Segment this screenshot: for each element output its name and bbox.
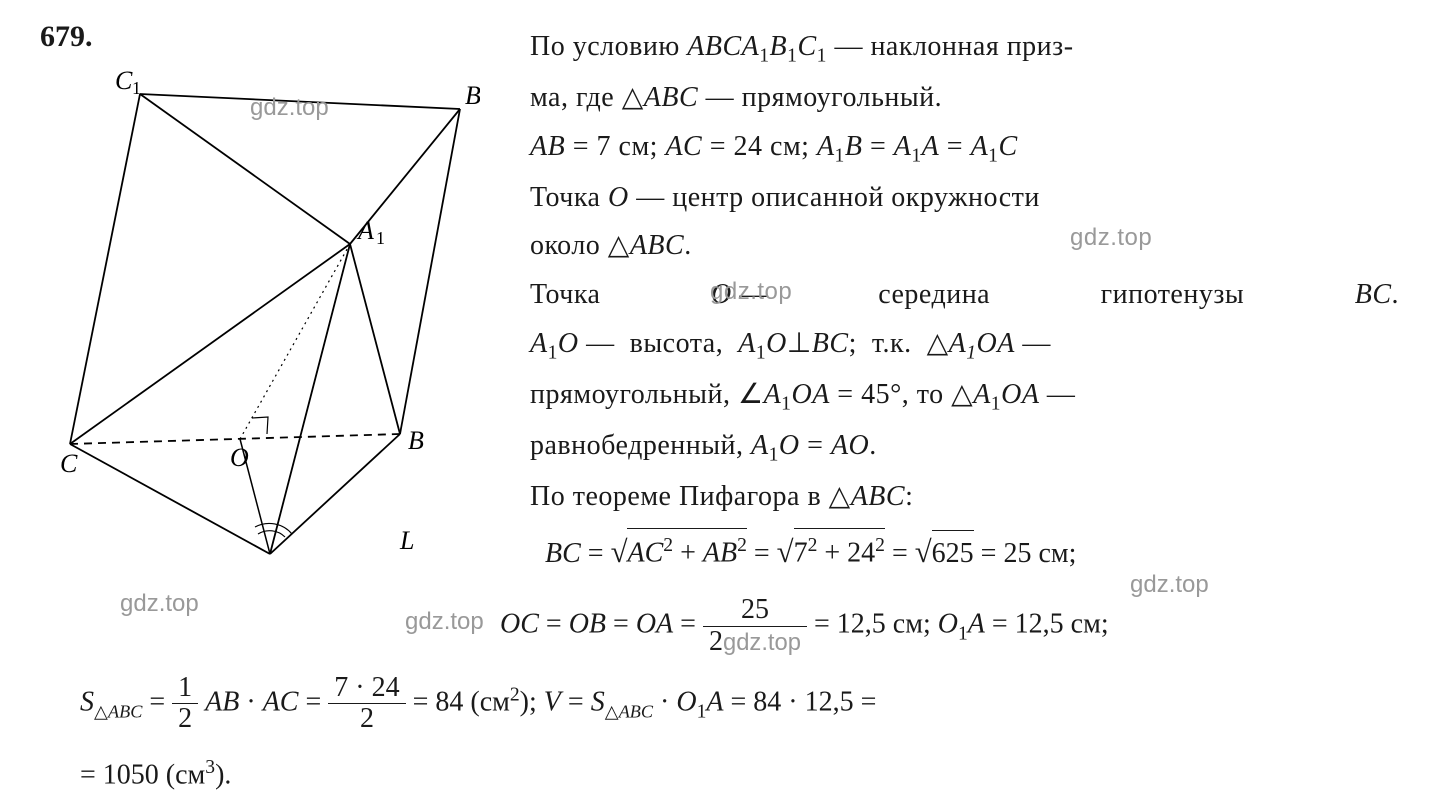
word: BC. (1355, 273, 1399, 318)
prism-diagram: C 1 B 1 A 1 C B O A L gdz.top (60, 64, 480, 554)
problem-number: 679. (40, 20, 500, 54)
svg-text:C: C (115, 66, 133, 95)
fraction-den: 2 (172, 704, 198, 735)
word: Точка (530, 273, 600, 318)
formula-line: S△ABC = 12 AB · AC = 7 · 242 = 84 (см2);… (40, 673, 1399, 736)
formula-line: gdz.top OC = OB = OA = 252gdz.top = 12,5… (40, 595, 1399, 658)
geometry-figure: C 1 B 1 A 1 C B O A L (60, 64, 480, 564)
text-line: Точка O — середина гипотенузы BC. gdz.to… (530, 273, 1399, 318)
word: гипотенузы (1101, 273, 1245, 318)
text-line: AB = 7 см; AC = 24 см; A1B = A1A = A1C (530, 125, 1399, 172)
watermark: gdz.top (1070, 219, 1152, 257)
svg-text:1: 1 (132, 78, 141, 98)
text-line: ма, где △ABC — прямоугольный. (530, 76, 1399, 121)
fraction-num: 25 (703, 595, 807, 627)
text-line: около △ABC. gdz.top (530, 224, 1399, 269)
svg-text:C: C (60, 449, 78, 478)
formula-line: = 1050 (см3). (40, 750, 1399, 801)
text-line: По теореме Пифагора в △ABC: (530, 475, 1399, 520)
svg-text:A: A (260, 559, 278, 564)
formula-line: BC = AC2 + AB2 = 72 + 242 = 625 = 25 см;… (530, 528, 1399, 577)
svg-text:O: O (230, 443, 249, 472)
text-line: прямоугольный, ∠A1OA = 45°, то △A1OA — (530, 373, 1399, 420)
fraction-den: 2gdz.top (703, 627, 807, 658)
left-column: 679. (40, 20, 500, 585)
fraction-num: 7 · 24 (328, 673, 405, 705)
fraction-num: 1 (172, 673, 198, 705)
svg-text:1: 1 (376, 228, 385, 248)
text-line: A1O — высота, A1O⊥BC; т.к. △A1OA — (530, 322, 1399, 369)
text-line: Точка O — центр описанной окружности (530, 176, 1399, 221)
main-container: 679. (40, 20, 1399, 585)
text-line: равнобедренный, A1O = AO. (530, 424, 1399, 471)
fraction-den: 2 (328, 704, 405, 735)
watermark: gdz.top (405, 600, 484, 643)
text-line: По условию ABCA1B1C1 — наклонная приз- (530, 25, 1399, 72)
svg-text:B: B (408, 426, 424, 455)
solution-text: По условию ABCA1B1C1 — наклонная приз- м… (530, 20, 1399, 585)
word: середина (878, 273, 990, 318)
svg-text:B: B (465, 81, 480, 110)
word: O — (711, 273, 768, 318)
svg-text:A: A (356, 216, 374, 245)
bottom-formulas: gdz.top OC = OB = OA = 252gdz.top = 12,5… (40, 595, 1399, 801)
svg-text:L: L (399, 526, 414, 555)
